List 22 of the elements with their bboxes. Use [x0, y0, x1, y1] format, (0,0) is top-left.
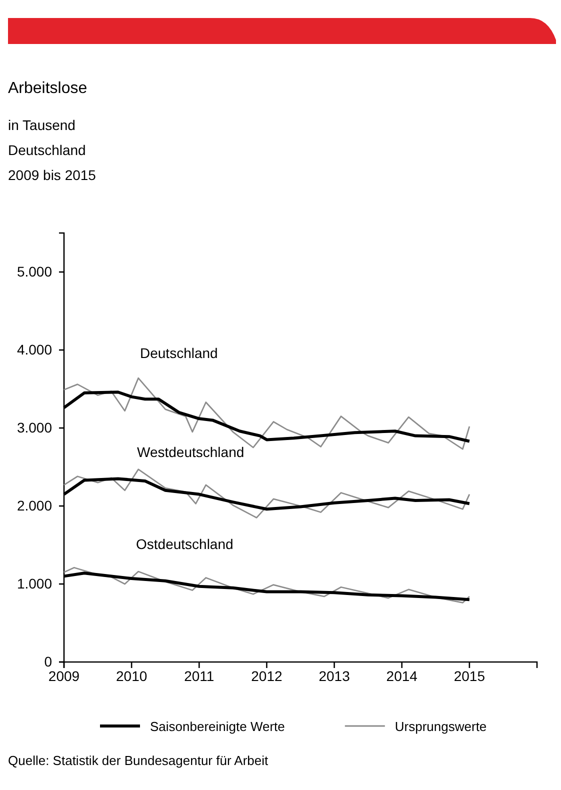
y-tick-label: 4.000 — [16, 341, 52, 358]
annotation: Westdeutschland — [137, 444, 244, 460]
x-tick-label: 2010 — [116, 668, 148, 684]
y-tick-label: 2.000 — [16, 497, 52, 514]
chart-title: Arbeitslose — [8, 80, 88, 97]
annotation: Deutschland — [140, 345, 218, 361]
line-series — [63, 468, 470, 518]
y-tick-label: 5.000 — [16, 263, 52, 280]
x-tick-label: 2015 — [454, 668, 486, 684]
annotation: Ostdeutschland — [136, 536, 234, 552]
legend-label: Ursprungswerte — [394, 719, 487, 734]
chart-subtitle: in Tausend Deutschland 2009 bis 2015 — [8, 117, 96, 183]
x-tick-label: 2014 — [386, 668, 418, 684]
y-tick-label: 1.000 — [16, 575, 52, 592]
source-note: Quelle: Statistik der Bundesagentur für Arbeit — [8, 753, 269, 768]
y-tick-label: 0 — [44, 653, 52, 670]
x-tick-label: 2011 — [184, 668, 214, 684]
legend-label: Saisonbereinigte Werte — [150, 719, 285, 734]
x-tick-label: 2009 — [48, 668, 80, 684]
x-tick-label: 2013 — [318, 668, 350, 684]
y-tick-label: 3.000 — [16, 419, 52, 436]
x-tick-label: 2012 — [251, 668, 282, 684]
